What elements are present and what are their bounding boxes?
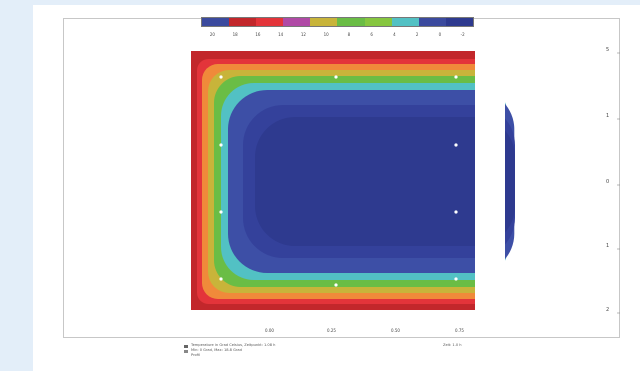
probe-marker xyxy=(219,143,222,146)
time-readout: Zeit: 1.0 h xyxy=(443,343,462,347)
probe-marker xyxy=(454,210,457,213)
bottom-axis-tick: 0.00 xyxy=(265,328,274,333)
probe-marker xyxy=(219,277,222,280)
probe-marker xyxy=(454,143,457,146)
bottom-axis-tick: 0.75 xyxy=(455,328,464,333)
right-axis-tick: 0 xyxy=(606,179,609,185)
plot-panel: 20 18 16 14 12 10 8 6 4 2 0 -2 5 1 0 1 2 0.00 0.25 … xyxy=(33,5,640,371)
probe-marker xyxy=(454,277,457,280)
probe-marker xyxy=(219,75,222,78)
probe-marker xyxy=(219,210,222,213)
plot-edge-mask xyxy=(475,49,505,312)
plot-caption: Temperature in Grad Celsius, Zeitpunkt: … xyxy=(191,343,275,358)
bottom-axis-tick: 0.50 xyxy=(391,328,400,333)
right-axis-tick: 1 xyxy=(606,113,609,119)
probe-marker xyxy=(334,283,337,286)
probe-marker xyxy=(334,75,337,78)
right-axis-tick: 1 xyxy=(606,243,609,249)
footer-marker-icon xyxy=(183,344,189,356)
contour-plot xyxy=(33,5,640,371)
right-axis-tick: 2 xyxy=(606,307,609,313)
probe-marker xyxy=(454,75,457,78)
caption-line: Profil xyxy=(191,353,275,358)
bottom-axis-tick: 0.25 xyxy=(327,328,336,333)
right-axis-tick: 5 xyxy=(606,47,609,53)
